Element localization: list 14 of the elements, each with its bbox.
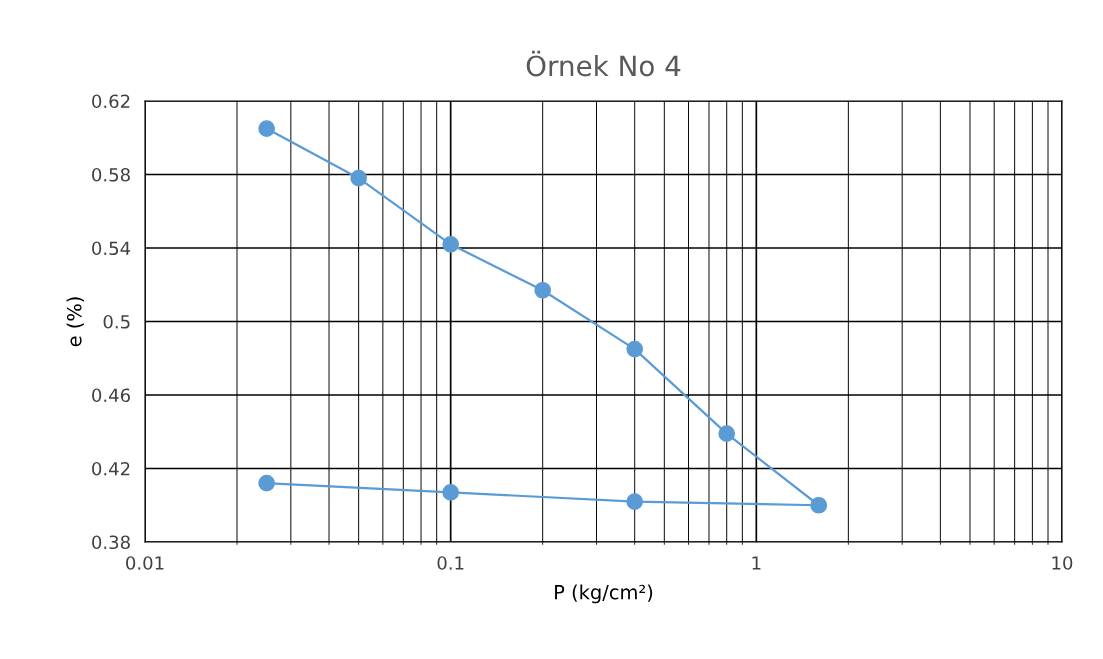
- y-tick-label: 0.54: [92, 241, 131, 256]
- y-axis-title: e (%): [66, 297, 84, 347]
- x-tick-label: 0.1: [437, 556, 464, 570]
- x-tick-label: 10: [1052, 556, 1073, 570]
- x-tick-label: 0.01: [126, 556, 164, 570]
- y-tick-label: 0.42: [92, 461, 130, 476]
- y-tick-label: 0.46: [92, 388, 130, 403]
- y-tick-label: 0.38: [92, 535, 130, 550]
- y-tick-label: 0.5: [103, 314, 130, 329]
- y-tick-label: 0.58: [92, 167, 130, 182]
- x-axis-title: P (kg/cm²): [555, 584, 653, 604]
- chart-title: Örnek No 4: [526, 50, 681, 77]
- y-tick-label: 0.62: [92, 94, 130, 109]
- x-tick-label: 1: [752, 556, 761, 570]
